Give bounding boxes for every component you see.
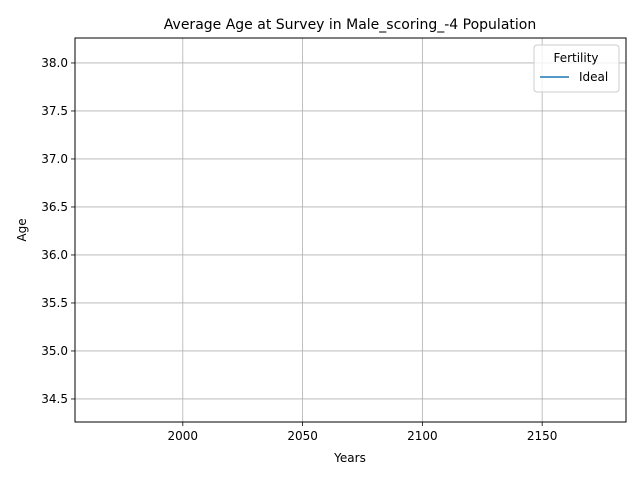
grid [75,38,626,422]
x-tick-label: 2050 [287,429,318,443]
x-axis: 2000 2050 2100 2150 [168,422,558,443]
y-tick-label: 35.5 [41,296,68,310]
legend-label-ideal: Ideal [579,70,608,84]
y-tick-label: 35.0 [41,344,68,358]
y-tick-label: 34.5 [41,392,68,406]
y-tick-label: 37.0 [41,152,68,166]
y-tick-label: 37.5 [41,104,68,118]
plot-frame [74,37,627,423]
y-tick-label: 38.0 [41,56,68,70]
x-tick-label: 2000 [168,429,199,443]
x-axis-label: Years [333,451,366,465]
y-axis-label: Age [15,218,29,241]
legend: Fertility Ideal [533,44,620,93]
legend-title: Fertility [553,51,598,65]
chart-title: Average Age at Survey in Male_scoring_-4… [164,17,536,33]
y-tick-label: 36.0 [41,248,68,262]
plot-area [75,38,626,422]
x-tick-label: 2100 [407,429,438,443]
x-tick-label: 2150 [527,429,558,443]
y-axis: 34.5 35.0 35.5 36.0 36.5 37.0 37.5 38.0 [41,56,75,406]
legend-box [533,44,620,93]
y-tick-label: 36.5 [41,200,68,214]
